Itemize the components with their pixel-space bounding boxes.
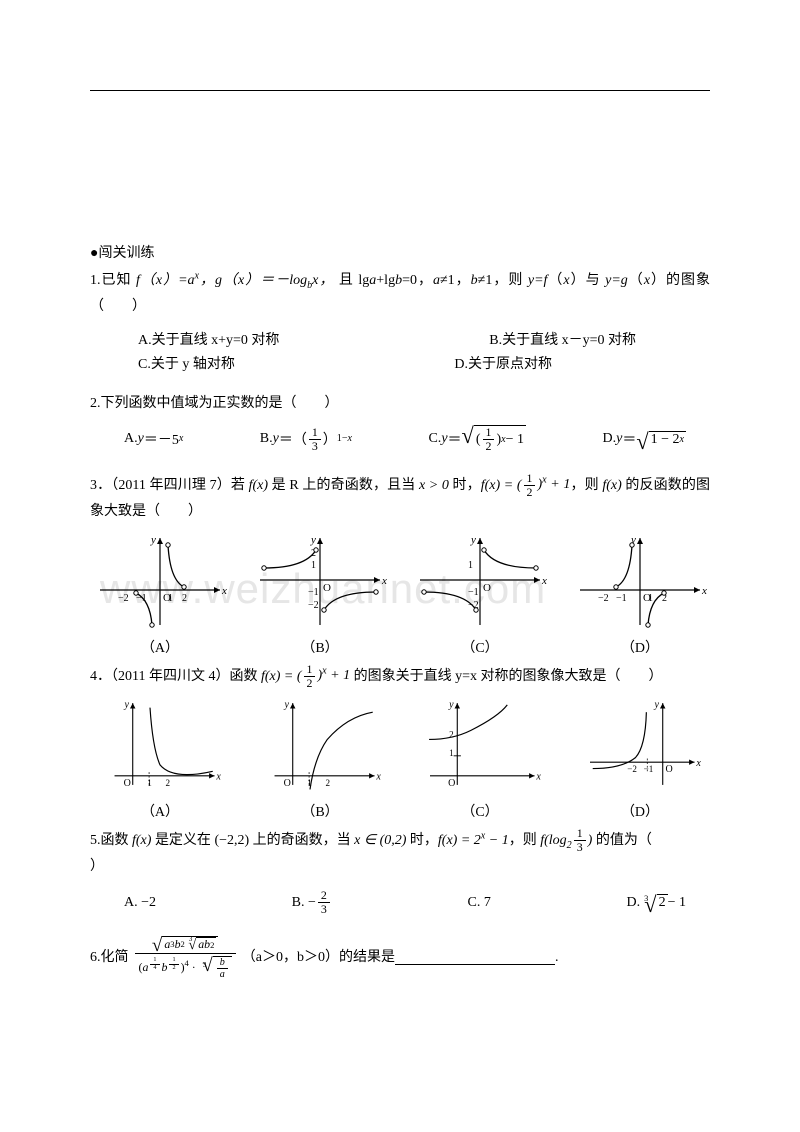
- svg-text:O: O: [448, 778, 455, 789]
- svg-text:−2: −2: [627, 764, 637, 774]
- q3-label-B: （B）: [250, 637, 390, 657]
- q2-D: D.y＝ √1 − 2x: [602, 429, 686, 449]
- svg-text:O: O: [665, 764, 672, 775]
- q1-stem: 1.已知 f（x）=ax，g（x）＝－logbx， 且 lga+lgb=0，a≠…: [90, 268, 710, 321]
- svg-text:2: 2: [325, 778, 330, 788]
- q2-stem: 2.下列函数中值域为正实数的是（ ）: [90, 391, 710, 418]
- q5-A: A. −2: [124, 895, 156, 911]
- svg-text:1: 1: [648, 593, 653, 604]
- q5-stem: 5.函数 f(x) 是定义在 (−2,2) 上的奇函数，当 x ∈ (0,2) …: [90, 827, 710, 854]
- svg-text:−1: −1: [644, 764, 654, 774]
- svg-text:y: y: [284, 700, 290, 711]
- q6-big-frac: √a3b23√ab2 (a14b12)4 · 3√ba: [135, 934, 236, 982]
- q4-label-D: （D）: [570, 801, 710, 821]
- svg-text:2: 2: [449, 730, 454, 740]
- section-title: ●闯关训练: [90, 241, 710, 268]
- q5-opts: A. −2 B. −23 C. 7 D. 3√2 − 1: [90, 889, 710, 916]
- svg-text:−1: −1: [468, 587, 479, 598]
- svg-text:−1: −1: [616, 593, 627, 604]
- q1-optD: D.关于原点对称: [454, 353, 552, 373]
- svg-text:O: O: [284, 778, 291, 789]
- q6-blank: [395, 952, 555, 966]
- svg-text:x: x: [375, 771, 381, 782]
- svg-text:−2: −2: [118, 593, 129, 604]
- q4-graph-C: x y O 1 2 （C）: [410, 694, 550, 821]
- svg-text:1: 1: [147, 778, 152, 788]
- svg-text:−2: −2: [308, 600, 319, 611]
- svg-text:1: 1: [311, 560, 316, 571]
- svg-text:x: x: [215, 771, 221, 782]
- q4-graphs: x y O 1 2 （A） x y O 1 2 （B） x y O 1 2: [90, 694, 710, 821]
- svg-text:y: y: [448, 700, 454, 711]
- svg-text:x: x: [695, 758, 701, 769]
- q4-graph-D: x y O −2 −1 （D）: [570, 694, 710, 821]
- q3-graph-B: xyO 12 −1−2 （B）: [250, 530, 390, 657]
- q5-D: D. 3√2 − 1: [626, 894, 686, 911]
- top-rule: [90, 90, 710, 91]
- q3-label-A: （A）: [90, 637, 230, 657]
- svg-text:x: x: [701, 585, 707, 597]
- svg-text:O: O: [483, 582, 491, 594]
- q3-graph-C: xyO 1−1 −2 （C）: [410, 530, 550, 657]
- q2-B: B.y＝（13）1−x: [260, 426, 352, 453]
- q3-graph-D: xyO 12 −2−1 （D）: [570, 530, 710, 657]
- q3-label-C: （C）: [410, 637, 550, 657]
- q4-label-C: （C）: [410, 801, 550, 821]
- svg-text:y: y: [124, 700, 130, 711]
- q1-fxeq: f（x）=ax，g（x）＝－logbx，: [136, 273, 334, 288]
- svg-text:1: 1: [468, 560, 473, 571]
- q1-stem-a: 1.已知: [90, 273, 136, 288]
- svg-text:x: x: [381, 575, 387, 587]
- q3-graph-A: xyO 12 −2−1 （A）: [90, 530, 230, 657]
- q4-graph-B: xyO 12 （B）: [250, 694, 390, 821]
- q5-C: C. 7: [467, 895, 490, 911]
- svg-text:2: 2: [182, 593, 187, 604]
- svg-text:1: 1: [168, 593, 173, 604]
- svg-text:x: x: [541, 575, 547, 587]
- q3-graphs: xyO 12 −2−1 （A） xyO 12 −1−2: [90, 530, 710, 657]
- svg-text:−2: −2: [598, 593, 609, 604]
- q4-label-B: （B）: [250, 801, 390, 821]
- svg-text:y: y: [654, 700, 660, 711]
- svg-text:O: O: [323, 582, 331, 594]
- q2-A: A.y＝－5x: [124, 429, 183, 449]
- q4-stem: 4．（2011 年四川文 4）函数 f(x) = (12)x + 1 的图象关于…: [90, 663, 710, 690]
- q1-optA: A.关于直线 x+y=0 对称: [138, 329, 279, 349]
- svg-text:x: x: [535, 771, 541, 782]
- q1-opts-row1: A.关于直线 x+y=0 对称 B.关于直线 x－y=0 对称: [90, 329, 710, 349]
- q5-B: B. −23: [292, 889, 332, 916]
- q1-opts-row2: C.关于 y 轴对称 D.关于原点对称: [90, 353, 710, 373]
- svg-text:y: y: [150, 534, 156, 546]
- q1-optC: C.关于 y 轴对称: [138, 353, 235, 373]
- svg-text:y: y: [310, 534, 316, 546]
- svg-text:O: O: [124, 778, 131, 789]
- svg-text:x: x: [221, 585, 227, 597]
- svg-text:2: 2: [165, 778, 170, 788]
- q5-closer: ）: [90, 854, 710, 881]
- q4-graph-A: x y O 1 2 （A）: [90, 694, 230, 821]
- svg-text:y: y: [470, 534, 476, 546]
- q4-label-A: （A）: [90, 801, 230, 821]
- q1-optB: B.关于直线 x－y=0 对称: [489, 329, 636, 349]
- q3-stem: 3．（2011 年四川理 7）若 f(x) 是 R 上的奇函数，且当 x > 0…: [90, 472, 710, 526]
- svg-text:1: 1: [449, 748, 454, 758]
- q2-C: C.y＝ √(12)x − 1: [428, 425, 526, 453]
- q2-opts: A.y＝－5x B.y＝（13）1−x C.y＝ √(12)x − 1 D.y＝…: [90, 425, 710, 453]
- svg-text:−1: −1: [308, 587, 319, 598]
- q3-label-D: （D）: [570, 637, 710, 657]
- q6-stem: 6.化简 √a3b23√ab2 (a14b12)4 · 3√ba （a＞0，b＞…: [90, 934, 710, 982]
